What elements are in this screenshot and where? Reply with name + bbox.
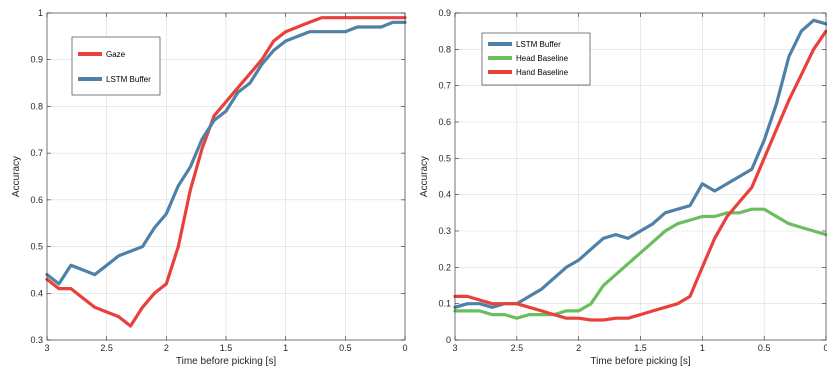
- chart0-ytick-label-7: 1: [38, 8, 43, 18]
- chart0-series-line-1: [45, 20, 407, 286]
- chart1-series-line-2: [453, 29, 827, 322]
- chart0-series-group: [45, 16, 407, 328]
- chart0-y-axis-label: Accuracy: [11, 156, 22, 197]
- chart-gaze-vs-lstm: 3 2.5 2 1.5 1 0.5 0 0.3 0.4 0.5 0.6 0.7 0.8 0.9 1 Tim…: [11, 8, 408, 367]
- chart1-ytick-label-2: 0.2: [438, 262, 451, 272]
- chart1-series-group: [453, 18, 827, 322]
- chart1-legend: LSTM Buffer Head Baseline Hand Baseline: [481, 32, 591, 86]
- chart0-legend-label-gaze: Gaze: [106, 50, 126, 59]
- chart1-xtick-label-2: 2: [576, 343, 581, 353]
- chart0-series-line-0: [45, 16, 407, 328]
- chart1-xtick-label-3: 1.5: [634, 343, 647, 353]
- chart1-y-ticks: 0 0.1 0.2 0.3 0.4 0.5 0.6 0.7 0.8 0.9: [438, 8, 826, 345]
- chart0-legend-box: [71, 36, 161, 96]
- chart1-ytick-label-9: 0.9: [438, 8, 451, 18]
- chart0-xtick-label-3: 1.5: [220, 343, 233, 353]
- chart0-x-axis-label: Time before picking [s]: [176, 356, 276, 367]
- chart1-ytick-label-0: 0: [446, 335, 451, 345]
- chart1-ytick-label-5: 0.5: [438, 153, 451, 163]
- chart0-xtick-label-5: 0.5: [339, 343, 352, 353]
- chart0-y-ticks: 0.3 0.4 0.5 0.6 0.7 0.8 0.9 1: [30, 8, 405, 345]
- chart1-xtick-label-4: 1: [700, 343, 705, 353]
- chart1-xtick-label-0: 3: [452, 343, 457, 353]
- chart0-ytick-label-0: 0.3: [30, 335, 43, 345]
- chart0-xtick-label-1: 2.5: [100, 343, 113, 353]
- chart0-xtick-label-0: 3: [44, 343, 49, 353]
- chart1-ytick-label-8: 0.8: [438, 44, 451, 54]
- chart0-ytick-label-6: 0.9: [30, 55, 43, 65]
- chart1-ytick-label-4: 0.4: [438, 190, 451, 200]
- chart0-ytick-label-1: 0.4: [30, 288, 43, 298]
- chart0-ytick-label-4: 0.7: [30, 148, 43, 158]
- chart1-ytick-label-7: 0.7: [438, 81, 451, 91]
- chart1-xtick-label-5: 0.5: [758, 343, 771, 353]
- chart1-x-axis-label: Time before picking [s]: [590, 356, 690, 367]
- chart1-ytick-label-1: 0.1: [438, 299, 451, 309]
- chart1-ytick-label-6: 0.6: [438, 117, 451, 127]
- chart1-xtick-label-1: 2.5: [511, 343, 524, 353]
- chart0-ytick-label-5: 0.8: [30, 101, 43, 111]
- chart0-legend-label-lstm: LSTM Buffer: [106, 75, 151, 84]
- chart0-xtick-label-6: 0: [402, 343, 407, 353]
- chart0-ytick-label-3: 0.6: [30, 195, 43, 205]
- chart1-legend-label-head: Head Baseline: [516, 54, 569, 63]
- chart0-ytick-label-2: 0.5: [30, 242, 43, 252]
- chart1-series-line-1: [453, 207, 827, 320]
- chart0-xtick-label-4: 1: [283, 343, 288, 353]
- chart0-grid: [46, 12, 406, 341]
- chart-lstm-vs-baselines: 3 2.5 2 1.5 1 0.5 0 00.10.20.30.40.50.60.70.80…: [419, 8, 827, 367]
- chart1-legend-label-hand: Hand Baseline: [516, 68, 569, 77]
- chart1-ytick-label-3: 0.3: [438, 226, 451, 236]
- chart1-y-axis-label: Accuracy: [419, 156, 430, 197]
- chart0-legend: Gaze LSTM Buffer: [71, 36, 161, 96]
- chart1-legend-label-lstm: LSTM Buffer: [516, 40, 561, 49]
- chart0-x-ticks: 3 2.5 2 1.5 1 0.5 0: [44, 13, 408, 353]
- chart1-x-ticks: 3 2.5 2 1.5 1 0.5 0: [452, 13, 827, 353]
- chart1-xtick-label-6: 0: [823, 343, 827, 353]
- chart0-xtick-label-2: 2: [164, 343, 169, 353]
